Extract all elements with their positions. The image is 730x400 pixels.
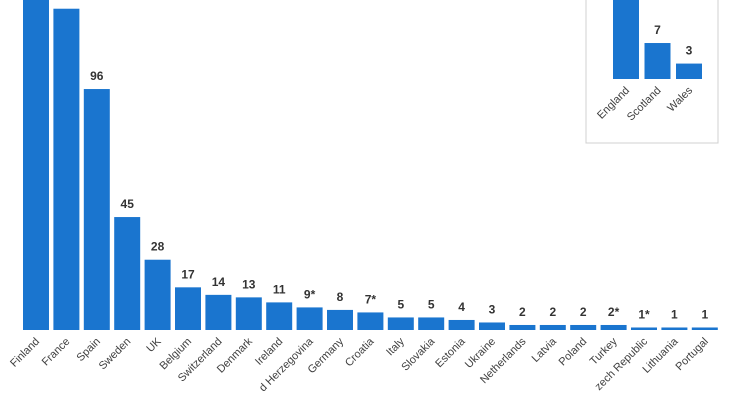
bar xyxy=(114,217,141,330)
x-tick-label: Spain xyxy=(75,336,103,364)
x-tick-label: Finland xyxy=(8,336,42,370)
value-label: 1* xyxy=(638,307,650,321)
x-tick-label: Latvia xyxy=(530,335,560,365)
bar xyxy=(448,319,475,330)
value-label: 9* xyxy=(304,287,316,301)
bar xyxy=(357,312,384,330)
x-tick-label: Croatia xyxy=(343,335,377,369)
value-label: 17 xyxy=(181,267,195,281)
bar xyxy=(175,287,201,330)
value-label: 1 xyxy=(671,307,678,321)
x-tick-label: Portugal xyxy=(673,336,710,373)
bar xyxy=(479,322,505,330)
value-label: 2 xyxy=(549,305,556,319)
x-tick-label: UK xyxy=(144,335,164,355)
x-tick-label: France xyxy=(40,336,73,369)
value-label: 14 xyxy=(212,275,226,289)
bar xyxy=(676,63,702,79)
x-tick-label: Estonia xyxy=(433,335,468,370)
bar xyxy=(83,89,110,330)
x-tick-label: zech Republic xyxy=(593,335,651,393)
bar xyxy=(600,324,627,330)
x-tick-label: Slovakia xyxy=(399,335,438,374)
bar xyxy=(327,309,353,330)
bar xyxy=(661,327,688,330)
value-label: 7 xyxy=(654,23,661,37)
value-label: 2 xyxy=(519,305,526,319)
bar xyxy=(387,317,414,330)
bar xyxy=(296,307,323,330)
value-label: 3 xyxy=(686,44,693,58)
bar xyxy=(631,327,657,330)
bar xyxy=(644,43,671,79)
value-label: 96 xyxy=(90,69,104,83)
bar xyxy=(23,0,49,330)
x-tick-label: Poland xyxy=(557,336,590,369)
value-label: 5 xyxy=(428,297,435,311)
value-label: 1 xyxy=(701,307,708,321)
bar xyxy=(418,317,445,330)
value-label: 3 xyxy=(489,302,496,316)
value-label: 13 xyxy=(242,277,256,291)
bar xyxy=(266,302,293,330)
x-tick-label: Italy xyxy=(384,335,407,358)
value-label: 4 xyxy=(458,300,465,314)
value-label: 28 xyxy=(151,240,165,254)
value-label: 2 xyxy=(580,305,587,319)
x-tick-label: Sweden xyxy=(97,336,134,373)
bar xyxy=(53,8,80,330)
value-label: 11 xyxy=(273,282,286,296)
value-label: 2* xyxy=(608,305,620,319)
bar xyxy=(539,324,566,330)
bar xyxy=(235,297,262,330)
value-label: 7* xyxy=(365,292,377,306)
bar xyxy=(570,324,597,330)
bar xyxy=(205,294,232,330)
value-label: 45 xyxy=(121,197,135,211)
bar xyxy=(691,327,718,330)
bar xyxy=(144,259,171,330)
bar xyxy=(509,324,536,330)
value-label: 8 xyxy=(337,290,344,304)
bar xyxy=(613,0,639,79)
value-label: 5 xyxy=(397,297,404,311)
